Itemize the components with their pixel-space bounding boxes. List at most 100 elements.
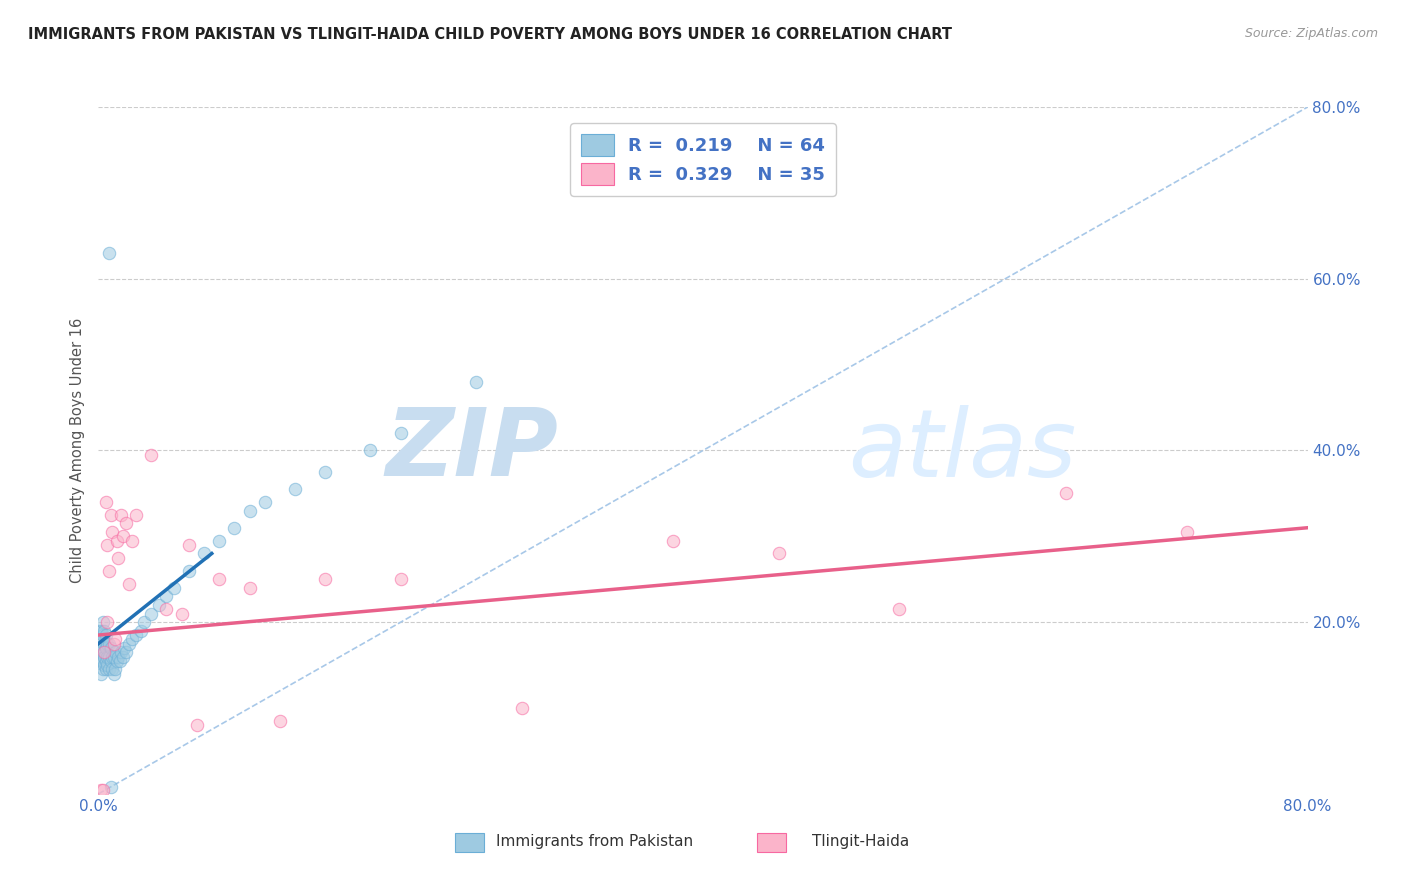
Point (118, 637, 141, 651)
Point (90, 666, 112, 681)
Point (112, 640, 135, 655)
Point (253, 495, 276, 509)
Point (93, 649, 115, 664)
Point (768, 546, 790, 561)
Point (148, 598, 170, 612)
Text: Immigrants from Pakistan: Immigrants from Pakistan (495, 834, 693, 849)
Point (239, 581, 262, 595)
Point (94, 495, 117, 509)
Point (284, 482, 307, 496)
Point (90, 782, 112, 797)
Text: IMMIGRANTS FROM PAKISTAN VS TLINGIT-HAIDA CHILD POVERTY AMONG BOYS UNDER 16 CORR: IMMIGRANTS FROM PAKISTAN VS TLINGIT-HAID… (28, 27, 952, 42)
Point (105, 533, 128, 548)
Point (179, 538, 201, 552)
Point (389, 572, 412, 586)
Point (98, 564, 121, 578)
Point (114, 516, 136, 531)
Point (94, 662, 117, 676)
Point (239, 503, 262, 517)
Point (89, 624, 111, 638)
Point (101, 649, 124, 664)
Point (661, 533, 683, 548)
Point (94, 640, 117, 655)
Point (889, 602, 911, 616)
Point (91, 640, 114, 655)
Text: ZIP: ZIP (385, 404, 558, 497)
Point (103, 637, 125, 651)
Point (224, 521, 246, 535)
Point (208, 533, 231, 548)
Point (100, 640, 122, 655)
Point (90, 654, 112, 668)
Point (107, 550, 129, 565)
Text: Source: ZipAtlas.com: Source: ZipAtlas.com (1244, 27, 1378, 40)
Point (93, 624, 115, 638)
Point (94, 628, 117, 642)
Point (465, 375, 488, 389)
Point (111, 649, 134, 664)
Point (96, 658, 118, 673)
Point (91, 654, 114, 668)
Point (118, 576, 141, 591)
Point (94, 654, 117, 668)
Point (98, 246, 121, 260)
Point (96, 615, 118, 630)
Point (155, 590, 177, 604)
Point (89, 649, 111, 664)
Point (510, 701, 533, 715)
Point (90, 637, 112, 651)
Point (90, 624, 112, 638)
Y-axis label: Child Poverty Among Boys Under 16: Child Poverty Among Boys Under 16 (70, 318, 86, 583)
Point (91, 662, 114, 676)
Point (132, 615, 155, 630)
Point (96, 538, 118, 552)
Point (1054, 486, 1077, 500)
Point (93, 645, 115, 659)
Point (208, 572, 231, 586)
Point (98, 649, 121, 664)
Point (163, 581, 186, 595)
Point (89, 640, 111, 655)
FancyBboxPatch shape (758, 833, 786, 852)
Point (101, 524, 124, 539)
Point (104, 662, 127, 676)
Point (141, 607, 163, 621)
Point (91, 628, 114, 642)
Point (89, 632, 111, 647)
Point (193, 546, 215, 561)
Point (141, 448, 163, 462)
Point (314, 572, 336, 586)
Point (105, 654, 128, 668)
Point (91, 615, 114, 630)
Point (186, 718, 208, 732)
Point (93, 658, 115, 673)
Point (108, 654, 131, 668)
Point (389, 426, 412, 441)
Point (98, 662, 121, 676)
Text: Tlingit-Haida: Tlingit-Haida (811, 834, 908, 849)
Point (1175, 524, 1198, 539)
Point (314, 465, 336, 479)
Point (98, 637, 121, 651)
Point (93, 637, 115, 651)
FancyBboxPatch shape (456, 833, 484, 852)
Point (100, 654, 122, 668)
Point (179, 564, 201, 578)
Point (103, 649, 125, 664)
Legend: R =  0.219    N = 64, R =  0.329    N = 35: R = 0.219 N = 64, R = 0.329 N = 35 (571, 123, 835, 196)
Point (360, 443, 382, 458)
Point (155, 602, 177, 616)
Point (96, 637, 118, 651)
Point (100, 780, 122, 794)
Point (129, 624, 152, 638)
Point (125, 628, 148, 642)
Point (121, 632, 143, 647)
Point (111, 529, 134, 543)
Point (91, 782, 114, 797)
Point (96, 649, 118, 664)
Point (104, 632, 127, 647)
Point (100, 508, 122, 522)
Point (114, 645, 136, 659)
Text: atlas: atlas (848, 405, 1077, 496)
Point (104, 645, 127, 659)
